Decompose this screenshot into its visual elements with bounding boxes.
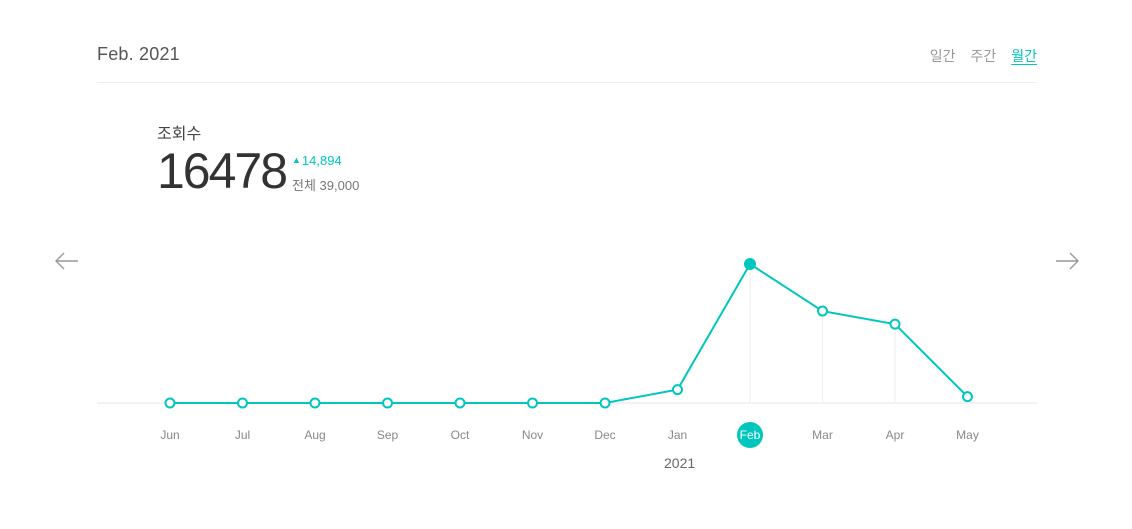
selected-month-highlight (737, 422, 763, 448)
data-point-dec (599, 397, 611, 409)
data-point-apr (889, 318, 901, 330)
arrow-left-icon (55, 252, 78, 270)
x-tick-mar: Mar (812, 428, 833, 442)
metric-delta-value: 14,894 (301, 153, 342, 168)
data-point-may (962, 391, 973, 403)
tab-monthly[interactable]: 월간 (1011, 48, 1037, 64)
arrow-right-icon (1056, 252, 1079, 270)
x-tick-jul: Jul (235, 428, 250, 442)
metric-total: 전체 39,000 (292, 178, 360, 193)
x-tick-feb: Feb (740, 428, 761, 442)
next-period-button[interactable] (1054, 248, 1080, 274)
period-title: Feb. 2021 (97, 44, 180, 64)
tab-weekly[interactable]: 주간 (970, 48, 997, 64)
x-tick-jun: Jun (160, 428, 179, 442)
x-axis-year-label: 2021 (664, 455, 696, 471)
x-tick-apr: Apr (886, 428, 905, 442)
period-tabs: 일간 주간 월간 (930, 46, 1037, 66)
prev-period-button[interactable] (54, 248, 80, 274)
data-point-jul (237, 397, 248, 409)
x-tick-oct: Oct (451, 428, 470, 442)
x-tick-dec: Dec (594, 428, 615, 442)
x-tick-jan: Jan (668, 428, 687, 442)
x-tick-may: May (956, 428, 979, 442)
data-point-nov (527, 397, 538, 409)
data-point-mar (817, 305, 828, 317)
data-point-feb (744, 258, 756, 270)
data-point-jun (164, 397, 176, 409)
data-point-aug (309, 397, 321, 409)
period-header: Feb. 2021 일간 주간 월간 (97, 38, 1037, 83)
metric-delta: ▲14,894 (292, 153, 342, 168)
data-point-oct (454, 397, 466, 409)
x-tick-nov: Nov (522, 428, 543, 442)
data-point-jan (672, 384, 683, 396)
metric-value: 16478 (157, 143, 288, 199)
tab-daily[interactable]: 일간 (929, 48, 956, 64)
x-tick-aug: Aug (304, 428, 325, 442)
series-line (170, 262, 969, 404)
x-tick-sep: Sep (377, 428, 399, 442)
up-triangle-icon: ▲ (292, 155, 301, 165)
metric-label: 조회수 (157, 126, 202, 143)
data-point-sep (382, 397, 393, 409)
